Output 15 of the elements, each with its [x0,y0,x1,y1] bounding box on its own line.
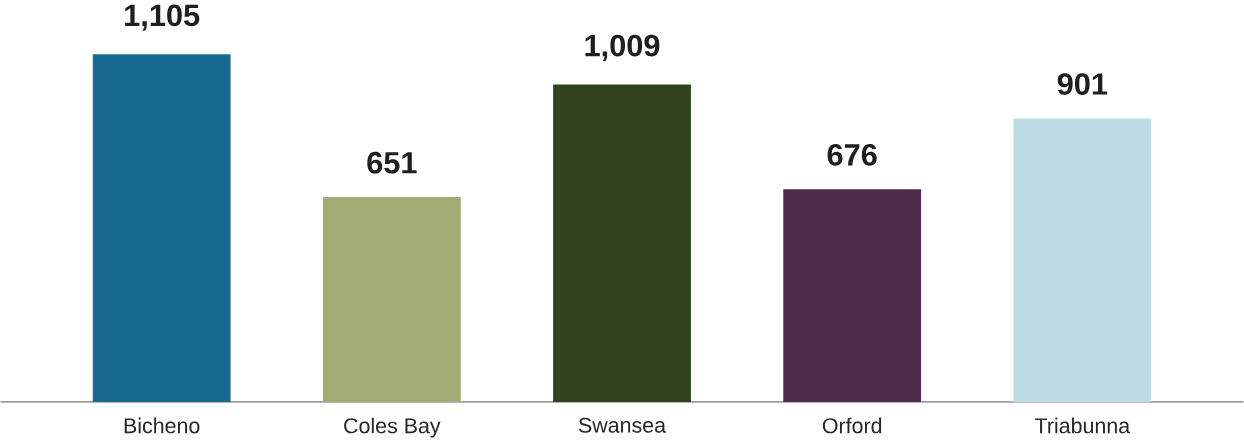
bar [92,54,231,402]
bar [322,197,461,402]
x-tick-label: Coles Bay [344,417,441,438]
data-label: 901 [1057,73,1108,95]
bar [553,84,691,402]
x-tick-label: Orford [822,417,882,434]
data-label: 676 [827,143,877,166]
data-label: 651 [367,151,417,174]
data-label: 1,105 [125,4,200,31]
bar [783,189,922,402]
data-label: 1,009 [585,34,660,61]
bar [1013,118,1152,402]
x-tick-label: Triabunna [1035,417,1131,434]
x-tick-label: Bicheno [124,417,200,434]
x-tick-label: Swansea [578,417,667,433]
